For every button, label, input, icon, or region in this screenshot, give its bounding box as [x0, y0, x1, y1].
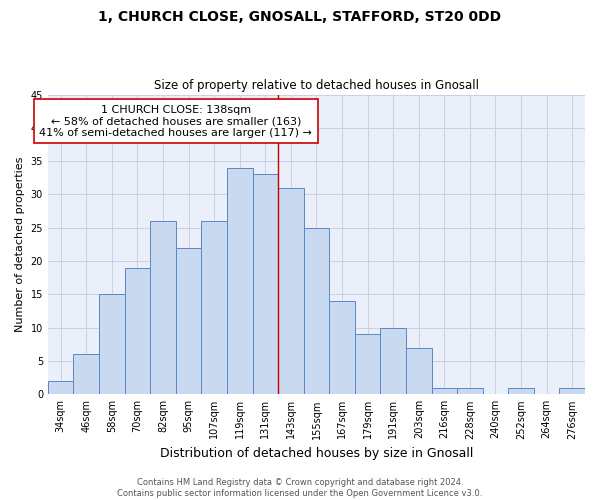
Bar — [329, 301, 355, 394]
Bar — [431, 388, 457, 394]
X-axis label: Distribution of detached houses by size in Gnosall: Distribution of detached houses by size … — [160, 447, 473, 460]
Title: Size of property relative to detached houses in Gnosall: Size of property relative to detached ho… — [154, 79, 479, 92]
Bar — [304, 228, 329, 394]
Bar — [278, 188, 304, 394]
Bar — [457, 388, 482, 394]
Text: 1, CHURCH CLOSE, GNOSALL, STAFFORD, ST20 0DD: 1, CHURCH CLOSE, GNOSALL, STAFFORD, ST20… — [98, 10, 502, 24]
Bar — [559, 388, 585, 394]
Bar — [227, 168, 253, 394]
Bar — [48, 381, 73, 394]
Bar — [125, 268, 150, 394]
Bar — [73, 354, 99, 395]
Bar — [253, 174, 278, 394]
Bar — [99, 294, 125, 394]
Bar — [508, 388, 534, 394]
Text: Contains HM Land Registry data © Crown copyright and database right 2024.
Contai: Contains HM Land Registry data © Crown c… — [118, 478, 482, 498]
Text: 1 CHURCH CLOSE: 138sqm
← 58% of detached houses are smaller (163)
41% of semi-de: 1 CHURCH CLOSE: 138sqm ← 58% of detached… — [40, 104, 312, 138]
Bar — [355, 334, 380, 394]
Bar — [150, 221, 176, 394]
Bar — [380, 328, 406, 394]
Bar — [176, 248, 202, 394]
Bar — [406, 348, 431, 395]
Y-axis label: Number of detached properties: Number of detached properties — [15, 156, 25, 332]
Bar — [202, 221, 227, 394]
